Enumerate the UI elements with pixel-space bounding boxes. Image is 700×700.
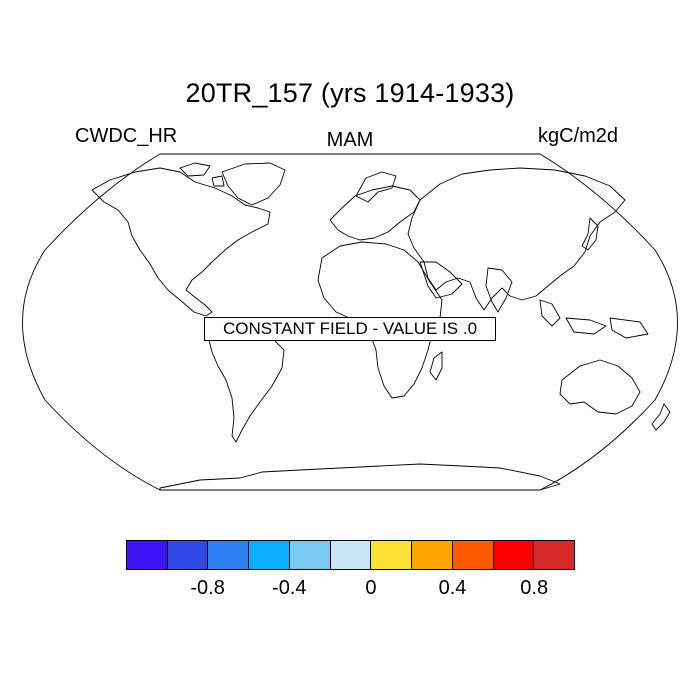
colorbar-tick-label: 0.4 bbox=[438, 577, 467, 599]
japan-outline bbox=[581, 217, 599, 251]
colorbar-swatch bbox=[167, 541, 209, 569]
colorbar-swatch bbox=[493, 541, 535, 569]
colorbar-swatch bbox=[371, 541, 413, 569]
arctic-islands-outline bbox=[179, 162, 225, 187]
arabia-outline bbox=[419, 261, 463, 299]
variable-label: CWDC_HR bbox=[75, 125, 178, 147]
antarctica-outline bbox=[159, 463, 561, 491]
colorbar-swatch bbox=[249, 541, 290, 569]
colorbar-tick-label: 0 bbox=[365, 577, 377, 599]
colorbar-swatch bbox=[208, 541, 250, 569]
map-title: 20TR_157 (yrs 1914-1933) bbox=[185, 78, 515, 108]
india-outline bbox=[485, 267, 513, 313]
units-label: kgC/m2d bbox=[538, 125, 619, 147]
australia-outline bbox=[559, 359, 641, 415]
colorbar-swatch bbox=[534, 541, 575, 569]
colorbar-tick-label: 0.8 bbox=[520, 577, 549, 599]
season-label: MAM bbox=[326, 129, 374, 151]
colorbar-tick-label: -0.4 bbox=[272, 577, 307, 599]
greenland-outline bbox=[221, 162, 286, 206]
constant-field-message: CONSTANT FIELD - VALUE IS .0 bbox=[204, 317, 496, 341]
colorbar-swatch bbox=[289, 541, 331, 569]
maritime-se-asia-outline bbox=[539, 299, 649, 339]
europe-outline bbox=[329, 185, 421, 241]
colorbar-tick-label: -0.8 bbox=[190, 577, 225, 599]
madagascar-outline bbox=[429, 351, 443, 381]
colorbar-swatch bbox=[330, 541, 372, 569]
new-zealand-outline bbox=[651, 403, 671, 431]
colorbar-swatch bbox=[127, 541, 168, 569]
colorbar-swatch bbox=[412, 541, 453, 569]
north-america-outline bbox=[91, 167, 271, 317]
colorbar-swatch bbox=[452, 541, 494, 569]
asia-outline bbox=[407, 167, 626, 311]
colorbar bbox=[126, 540, 575, 570]
scandinavia-outline bbox=[355, 171, 397, 203]
